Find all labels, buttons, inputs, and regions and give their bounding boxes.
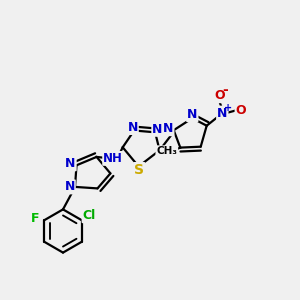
Text: N: N [64, 180, 75, 194]
Text: +: + [224, 103, 232, 113]
Text: CH₃: CH₃ [156, 146, 177, 156]
Text: F: F [31, 212, 40, 225]
Text: O: O [236, 104, 246, 117]
Text: S: S [134, 163, 144, 177]
Text: Cl: Cl [82, 209, 96, 222]
Text: NH: NH [103, 152, 123, 165]
Text: N: N [128, 121, 138, 134]
Text: N: N [163, 122, 173, 135]
Text: N: N [217, 106, 227, 120]
Text: N: N [187, 108, 197, 121]
Text: N: N [65, 157, 76, 170]
Text: -: - [222, 83, 228, 97]
Text: N: N [152, 123, 163, 136]
Text: O: O [214, 89, 225, 102]
